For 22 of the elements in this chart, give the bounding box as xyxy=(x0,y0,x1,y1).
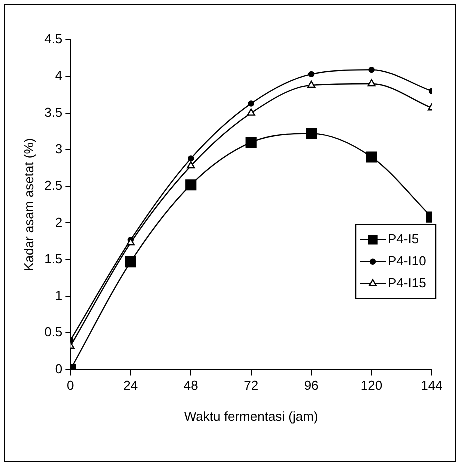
y-tick-label: 0.5 xyxy=(44,324,63,340)
x-tick-label: 0 xyxy=(67,378,74,394)
y-tick-label: 1.5 xyxy=(44,251,63,266)
x-tick-label: 24 xyxy=(124,378,138,394)
legend-label: P4-I10 xyxy=(388,253,426,268)
legend-label: P4-I5 xyxy=(388,231,420,246)
x-axis-title: Waktu fermentasi (jam) xyxy=(184,408,318,424)
x-tick-label: 48 xyxy=(184,378,198,394)
x-tick-label: 72 xyxy=(244,378,259,394)
y-tick-label: 0 xyxy=(55,361,63,376)
x-tick-label: 144 xyxy=(421,378,443,394)
y-axis-title: Kadar asam asetat (%) xyxy=(21,138,36,272)
y-tick-label: 1 xyxy=(55,288,63,304)
y-tick-label: 3.5 xyxy=(44,104,63,120)
legend-label: P4-I15 xyxy=(388,275,426,290)
y-tick-label: 4 xyxy=(55,68,63,84)
y-tick-label: 4.5 xyxy=(44,32,63,47)
x-tick-label: 120 xyxy=(360,378,383,394)
y-tick-label: 2 xyxy=(55,214,63,230)
y-tick-label: 3 xyxy=(55,142,63,157)
y-tick-label: 2.5 xyxy=(44,178,63,194)
x-tick-label: 96 xyxy=(304,378,319,394)
